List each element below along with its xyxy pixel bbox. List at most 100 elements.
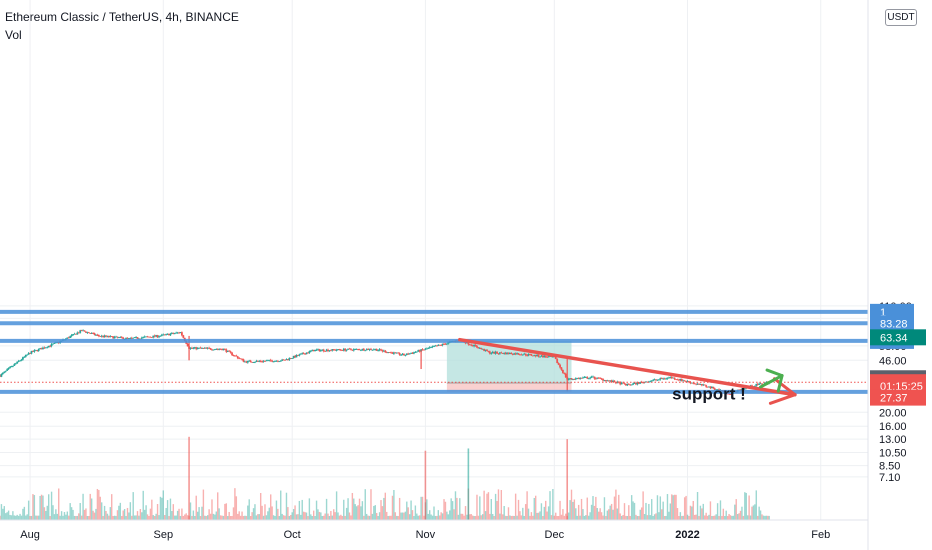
volume-bar [529,515,531,520]
volume-bar [285,492,288,520]
candle-body [103,335,106,337]
candle-body [275,360,278,362]
candle-body [413,352,415,354]
volume-bar [254,504,256,520]
volume-bar [421,496,424,520]
volume-bar [605,516,607,520]
volume-bar [573,499,576,520]
volume-bar [302,511,305,520]
candle-body [435,345,438,347]
candle-body [40,348,43,350]
candle-body [368,348,371,350]
candle-body [646,381,649,383]
candle-body [295,355,298,358]
candle-body [358,349,361,351]
candle-body [486,349,488,352]
candle-body [660,378,663,380]
volume-bar [172,504,175,520]
candle-body [105,335,107,337]
candle-body [128,338,130,339]
candle-body [269,359,272,361]
candle-body [678,379,680,381]
volume-bar [755,490,757,520]
volume-bar [158,515,160,520]
candle-body [208,347,211,349]
volume-bar [739,510,742,520]
candle-body [390,352,392,354]
volume-bar [148,515,150,520]
volume-bar [259,493,262,520]
candle-body [657,379,660,381]
volume-bar [300,514,302,520]
volume-bar [337,512,339,520]
candle-body [307,352,309,354]
volume-bar [19,513,21,520]
volume-bar [500,489,503,520]
volume-bar [732,515,735,520]
candle-body [1,372,4,375]
volume-bar [138,515,140,520]
candle-body [175,332,178,334]
volume-bar [599,508,601,520]
volume-bar [292,509,295,520]
candle-body [266,360,269,362]
candle-body [470,344,473,346]
volume-bar [278,515,281,520]
candle-body [622,382,624,384]
candle-body [395,352,398,354]
volume-bar [330,510,332,520]
volume-bar [52,505,54,520]
candle-body [550,356,553,357]
volume-bar [186,515,189,520]
volume-bar [327,513,329,520]
candle-body [116,336,119,338]
candle-body [26,354,29,356]
candle-body [319,350,322,352]
candle-body [325,349,328,352]
volume-bar [416,513,418,520]
candle-body [165,333,168,335]
candle-body [196,347,199,350]
candle-body [362,348,365,351]
candle-body [291,358,294,359]
volume-indicator-label[interactable]: Vol [5,28,22,42]
volume-bar [238,511,240,520]
candle-body [478,348,481,349]
candle-body [503,352,506,354]
volume-bar [208,509,210,520]
volume-bar [381,506,384,520]
volume-bar [666,494,669,520]
currency-badge[interactable]: USDT [885,9,917,26]
volume-bar [643,514,646,520]
candle-body [201,347,203,349]
time-tick-label: Dec [545,529,565,541]
candle-body [355,348,358,350]
volume-bar [711,515,713,520]
volume-bar [228,511,230,520]
price-tick-label: 10.50 [879,447,907,459]
candle-body [695,383,698,385]
volume-bar [583,515,586,520]
volume-bar [413,516,415,520]
volume-bar [360,506,362,520]
candle-body [690,382,693,384]
candle-body [476,345,478,348]
candle-body [712,386,715,389]
candle-body [587,378,590,380]
candle-body [246,360,249,363]
candle-body [421,349,424,351]
volume-bar [517,499,520,520]
volume-bar [580,498,583,520]
volume-bar [162,490,164,520]
candle-body [652,379,655,381]
volume-bar [470,514,472,520]
candle-body [299,353,302,355]
volume-bar [159,496,162,520]
candle-body [424,348,427,350]
candle-body [225,349,228,352]
candle-body [234,355,236,357]
volume-bar [437,510,439,520]
candle-body [692,382,695,384]
volume-bar [116,510,119,520]
